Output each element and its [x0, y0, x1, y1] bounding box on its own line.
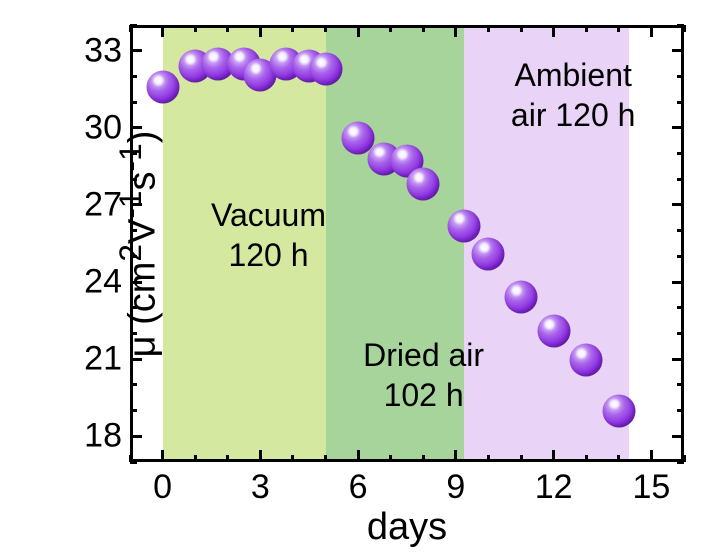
region-label-1: Dried air102 h: [363, 335, 484, 415]
marker-highlight: [577, 349, 587, 359]
x-tick-label: 3: [251, 468, 270, 507]
marker-highlight: [300, 55, 310, 65]
data-point: [448, 209, 481, 242]
data-point: [407, 168, 440, 201]
x-tick-label: 12: [535, 468, 573, 507]
y-axis-title: μ (cm2V-1s-1): [112, 130, 165, 357]
marker-highlight: [455, 214, 465, 224]
marker-highlight: [209, 52, 219, 62]
y-tick-label: 33: [84, 31, 122, 70]
marker-highlight: [398, 150, 408, 160]
marker-highlight: [512, 286, 522, 296]
marker-highlight: [186, 55, 196, 65]
data-point: [146, 70, 179, 103]
marker-highlight: [316, 57, 326, 67]
x-tick-label: 9: [446, 468, 465, 507]
marker-highlight: [544, 319, 554, 329]
data-point: [505, 281, 538, 314]
data-point: [570, 344, 603, 377]
x-tick-label: 15: [632, 468, 670, 507]
mobility-vs-days-chart: 03691215182124273033daysμ (cm2V-1s-1)Vac…: [0, 0, 704, 555]
region-label-2: Ambientair 120 h: [511, 55, 636, 135]
marker-highlight: [375, 147, 385, 157]
marker-highlight: [277, 52, 287, 62]
data-point: [472, 237, 505, 270]
data-point: [309, 52, 342, 85]
x-tick-label: 6: [349, 468, 368, 507]
marker-highlight: [414, 173, 424, 183]
marker-highlight: [610, 399, 620, 409]
data-point: [602, 394, 635, 427]
marker-highlight: [349, 127, 359, 137]
data-point: [537, 314, 570, 347]
marker-highlight: [251, 64, 261, 74]
marker-highlight: [153, 75, 163, 85]
y-tick-label: 18: [84, 417, 122, 456]
x-axis-title: days: [367, 506, 447, 549]
x-tick-label: 0: [153, 468, 172, 507]
marker-highlight: [479, 242, 489, 252]
marker-highlight: [235, 52, 245, 62]
region-label-0: Vacuum120 h: [211, 195, 326, 275]
